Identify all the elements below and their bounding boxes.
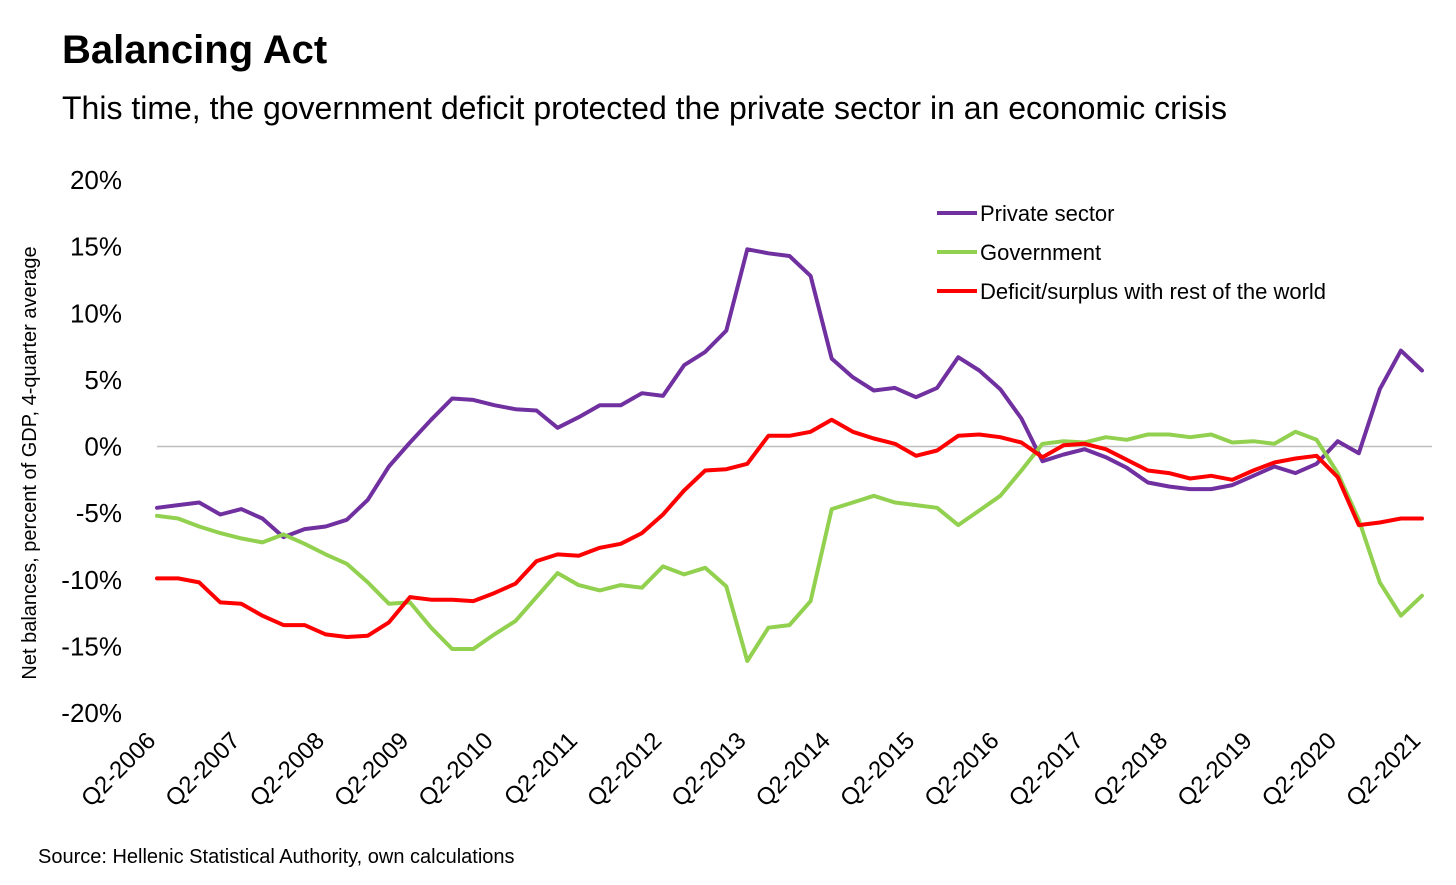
- y-tick-label: 5%: [84, 365, 122, 395]
- series-line-1: [155, 429, 1424, 663]
- x-tick-label: Q2-2008: [245, 727, 330, 812]
- y-tick-label: 0%: [84, 432, 122, 462]
- x-tick-label: Q2-2019: [1172, 727, 1257, 812]
- legend: Private sector Government Deficit/surplus …: [937, 201, 1326, 304]
- x-tick-label: Q2-2014: [751, 727, 836, 812]
- x-tick-label: Q2-2018: [1088, 727, 1173, 812]
- y-tick-label: -5%: [76, 498, 122, 528]
- chart-subtitle: This time, the government deficit protec…: [62, 90, 1227, 126]
- y-tick-label: 20%: [70, 165, 122, 195]
- x-tick-label: Q2-2021: [1341, 727, 1426, 812]
- x-tick-label: Q2-2015: [835, 727, 920, 812]
- y-axis: 20% 15% 10% 5% 0% -5% -10% -15% -20%: [61, 165, 122, 728]
- x-tick-label: Q2-2009: [329, 727, 414, 812]
- x-tick-label: Q2-2017: [1004, 727, 1089, 812]
- x-tick-label: Q2-2010: [413, 727, 498, 812]
- y-tick-label: -15%: [61, 631, 122, 661]
- chart-title: Balancing Act: [62, 28, 328, 72]
- series-lines: [155, 247, 1424, 663]
- y-tick-label: -10%: [61, 565, 122, 595]
- x-tick-label: Q2-2013: [666, 727, 751, 812]
- x-tick-label: Q2-2020: [1257, 727, 1342, 812]
- x-tick-label: Q2-2016: [919, 727, 1004, 812]
- legend-label: Deficit/surplus with rest of the world: [980, 279, 1326, 304]
- x-axis: Q2-2006 Q2-2007 Q2-2008 Q2-2009 Q2-2010 Q2-20…: [76, 727, 1426, 812]
- series-line-0: [155, 247, 1424, 540]
- y-tick-label: -20%: [61, 698, 122, 728]
- x-tick-label: Q2-2007: [160, 727, 245, 812]
- y-tick-label: 15%: [70, 232, 122, 262]
- x-tick-label: Q2-2012: [582, 727, 667, 812]
- legend-label: Private sector: [980, 201, 1115, 226]
- x-tick-label: Q2-2006: [76, 727, 161, 812]
- legend-label: Government: [980, 240, 1101, 265]
- y-tick-label: 10%: [70, 298, 122, 328]
- x-tick-label: Q2-2011: [499, 727, 583, 811]
- series-line-2: [155, 417, 1424, 639]
- y-axis-label: Net balances, percent of GDP, 4-quarter …: [19, 246, 41, 679]
- source-note: Source: Hellenic Statistical Authority, …: [38, 846, 515, 868]
